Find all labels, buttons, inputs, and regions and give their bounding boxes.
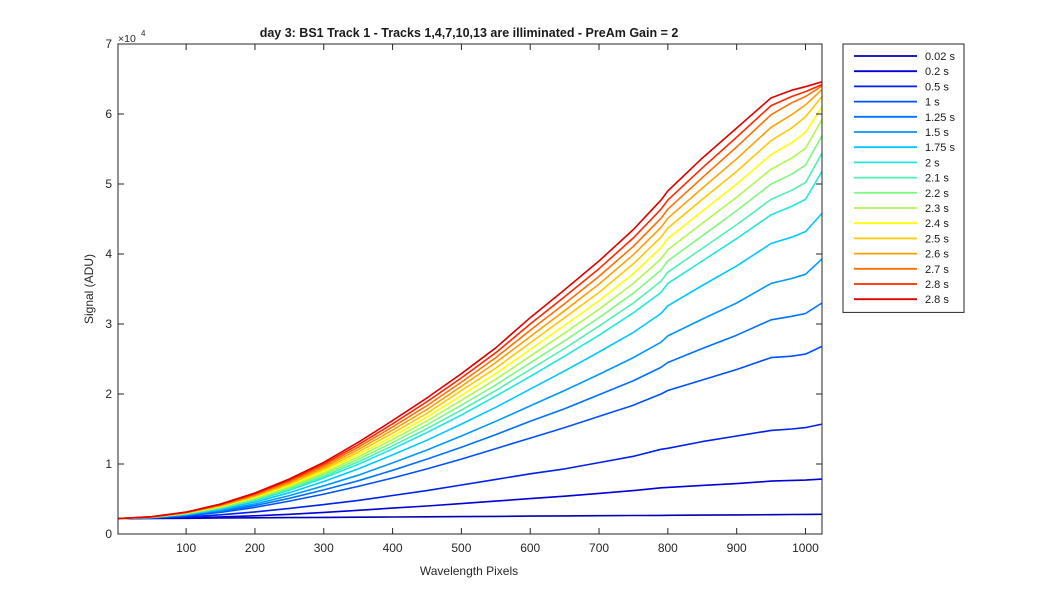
x-tick-label: 500 [451, 541, 471, 555]
axes-background [118, 44, 822, 534]
x-tick-label: 1000 [792, 541, 819, 555]
legend-entry-label: 0.02 s [925, 51, 955, 63]
series-line-12 [117, 106, 823, 520]
legend-entry-label: 2.6 s [925, 249, 949, 261]
y-tick-label: 4 [105, 247, 112, 261]
legend-entry-label: 2.1 s [925, 173, 949, 185]
series-line-4 [117, 345, 823, 520]
series-line-1 [117, 513, 823, 520]
legend-entry-label: 0.5 s [925, 81, 949, 93]
chart-title: day 3: BS1 Track 1 - Tracks 1,4,7,10,13 … [260, 26, 679, 40]
legend-entry-label: 1.25 s [925, 112, 955, 124]
series-line-5 [117, 302, 823, 520]
legend-entry-label: 2.4 s [925, 218, 949, 230]
y-tick-label: 3 [105, 317, 112, 331]
x-tick-label: 300 [314, 541, 334, 555]
legend-entry-label: 2.8 s [925, 294, 949, 306]
x-tick-label: 900 [727, 541, 747, 555]
y-tick-label: 5 [105, 177, 112, 191]
series-line-6 [117, 258, 823, 520]
series-lines [117, 81, 823, 520]
y-exponent-base: ×10 [118, 33, 136, 45]
x-axis-ticks: 100 200 300 400 500 600 700 800 900 1000 [176, 44, 819, 555]
x-axis-label: Wavelength Pixels [420, 564, 518, 578]
y-tick-label: 6 [105, 107, 112, 121]
y-axis-label: Signal (ADU) [82, 254, 96, 324]
x-tick-label: 100 [176, 541, 196, 555]
legend-entry-label: 2.2 s [925, 188, 949, 200]
x-tick-label: 700 [589, 541, 609, 555]
y-tick-label: 2 [105, 387, 112, 401]
x-tick-label: 200 [245, 541, 265, 555]
x-tick-label: 800 [658, 541, 678, 555]
series-line-10 [117, 135, 823, 520]
axes-box [117, 43, 823, 535]
y-axis-ticks: 0 1 2 3 4 5 6 7 [105, 37, 822, 541]
x-tick-label: 400 [383, 541, 403, 555]
legend-entry-label: 2.8 s [925, 279, 949, 291]
y-exponent-power: 4 [141, 29, 146, 38]
x-tick-label: 600 [520, 541, 540, 555]
legend-entry-label: 2.3 s [925, 203, 949, 215]
y-tick-label: 7 [105, 37, 112, 51]
legend-entry-label: 1.5 s [925, 127, 949, 139]
plot-area [118, 44, 822, 534]
legend-entry-label: 0.2 s [925, 66, 949, 78]
legend-entry-label: 1.75 s [925, 142, 955, 154]
legend-entry-label: 2 s [925, 157, 940, 169]
series-line-17 [117, 81, 823, 520]
series-line-3 [117, 423, 823, 520]
series-line-2 [117, 478, 823, 520]
legend-entry-label: 1 s [925, 97, 940, 109]
axes-frame [117, 43, 823, 535]
y-exponent-label: ×10 4 [118, 29, 146, 45]
series-line-7 [117, 212, 823, 520]
legend: 0.02 s 0.2 s 0.5 s 1 s 1.25 s 1.5 s 1.75 s 2 s 2… [842, 43, 965, 313]
legend-entry-label: 2.5 s [925, 233, 949, 245]
y-tick-label: 0 [105, 527, 112, 541]
legend-entry-label: 2.7 s [925, 264, 949, 276]
y-tick-label: 1 [105, 457, 112, 471]
